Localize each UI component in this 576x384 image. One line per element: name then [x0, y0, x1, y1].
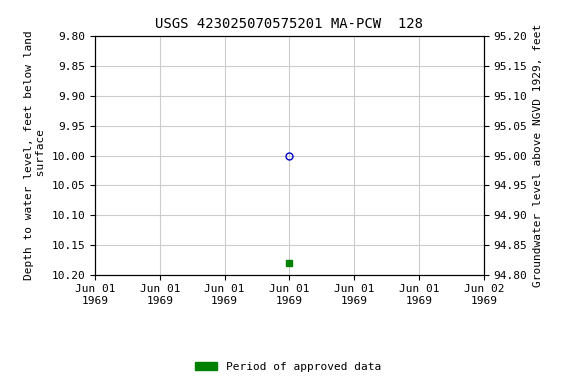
Y-axis label: Groundwater level above NGVD 1929, feet: Groundwater level above NGVD 1929, feet: [533, 24, 543, 287]
Title: USGS 423025070575201 MA-PCW  128: USGS 423025070575201 MA-PCW 128: [156, 17, 423, 31]
Legend: Period of approved data: Period of approved data: [191, 358, 385, 377]
Y-axis label: Depth to water level, feet below land
 surface: Depth to water level, feet below land su…: [24, 31, 46, 280]
